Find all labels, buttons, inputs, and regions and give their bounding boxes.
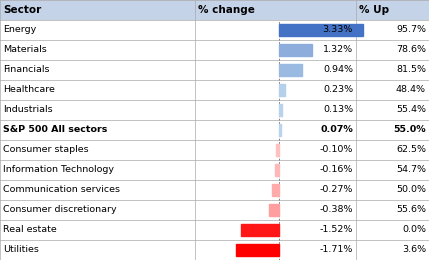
Bar <box>241 224 279 236</box>
Text: Communication services: Communication services <box>3 185 120 194</box>
Text: Healthcare: Healthcare <box>3 86 55 94</box>
Text: Consumer staples: Consumer staples <box>3 146 89 154</box>
Text: Consumer discretionary: Consumer discretionary <box>3 205 117 214</box>
Text: Energy: Energy <box>3 25 36 35</box>
Bar <box>275 164 279 176</box>
Bar <box>0 200 429 220</box>
Bar <box>269 204 279 216</box>
Text: Information Technology: Information Technology <box>3 166 114 174</box>
Text: -0.10%: -0.10% <box>320 146 353 154</box>
Bar <box>279 64 302 76</box>
Text: -1.71%: -1.71% <box>320 245 353 255</box>
Text: 3.33%: 3.33% <box>323 25 353 35</box>
Bar <box>0 100 429 120</box>
Bar <box>0 80 429 100</box>
Text: Sector: Sector <box>3 5 41 15</box>
Bar <box>279 104 282 116</box>
Text: Financials: Financials <box>3 66 49 75</box>
Bar <box>279 84 284 96</box>
Bar <box>272 184 279 196</box>
Text: 55.6%: 55.6% <box>396 205 426 214</box>
Text: 62.5%: 62.5% <box>396 146 426 154</box>
Text: Utilities: Utilities <box>3 245 39 255</box>
Text: 95.7%: 95.7% <box>396 25 426 35</box>
Text: Materials: Materials <box>3 46 47 55</box>
Text: 48.4%: 48.4% <box>396 86 426 94</box>
Text: -0.38%: -0.38% <box>320 205 353 214</box>
Text: -1.52%: -1.52% <box>320 225 353 235</box>
Bar <box>0 120 429 140</box>
Bar <box>0 240 429 260</box>
Text: -0.27%: -0.27% <box>320 185 353 194</box>
Text: 0.23%: 0.23% <box>323 86 353 94</box>
Bar <box>0 140 429 160</box>
Bar <box>279 24 363 36</box>
Text: S&P 500 All sectors: S&P 500 All sectors <box>3 126 107 134</box>
Text: 81.5%: 81.5% <box>396 66 426 75</box>
Text: 1.32%: 1.32% <box>323 46 353 55</box>
Text: 3.6%: 3.6% <box>402 245 426 255</box>
Text: % change: % change <box>198 5 255 15</box>
Bar <box>279 44 312 56</box>
Bar <box>0 60 429 80</box>
Bar <box>0 0 429 20</box>
Text: 0.94%: 0.94% <box>323 66 353 75</box>
Bar <box>0 20 429 40</box>
Text: -0.16%: -0.16% <box>320 166 353 174</box>
Bar <box>279 124 281 136</box>
Bar <box>0 180 429 200</box>
Text: % Up: % Up <box>359 5 389 15</box>
Bar <box>236 244 279 256</box>
Bar <box>276 144 279 156</box>
Text: 50.0%: 50.0% <box>396 185 426 194</box>
Text: Industrials: Industrials <box>3 106 53 114</box>
Text: 0.07%: 0.07% <box>320 126 353 134</box>
Text: 54.7%: 54.7% <box>396 166 426 174</box>
Bar <box>0 220 429 240</box>
Text: Real estate: Real estate <box>3 225 57 235</box>
Bar <box>0 40 429 60</box>
Text: 0.13%: 0.13% <box>323 106 353 114</box>
Text: 55.4%: 55.4% <box>396 106 426 114</box>
Text: 55.0%: 55.0% <box>393 126 426 134</box>
Bar <box>0 160 429 180</box>
Text: 78.6%: 78.6% <box>396 46 426 55</box>
Text: 0.0%: 0.0% <box>402 225 426 235</box>
